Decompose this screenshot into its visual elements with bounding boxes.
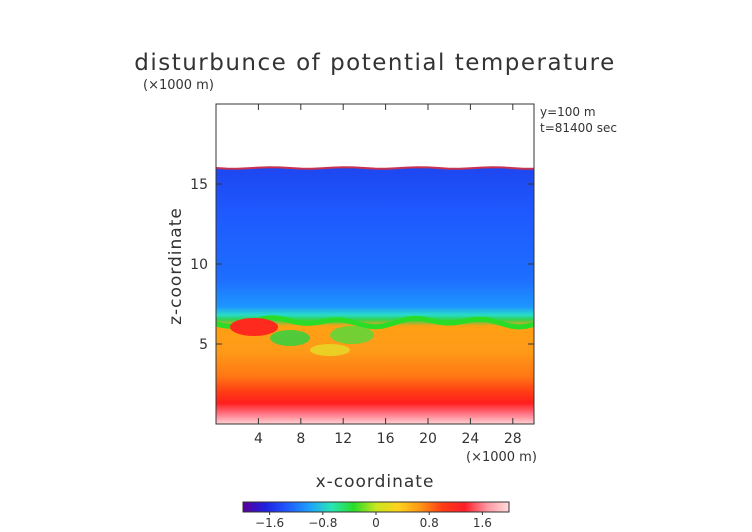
chart-title: disturbunce of potential temperature [134,50,616,76]
y-axis-label: z-coordinate [166,207,186,325]
y-tick-label: 10 [190,257,208,273]
x-tick-label: 28 [504,431,522,447]
colorbar-tick-label: 0 [372,516,380,530]
x-unit-label: (×1000 m) [466,450,537,465]
x-tick-label: 24 [461,431,479,447]
y-tick-label: 15 [190,177,208,193]
x-tick-label: 20 [419,431,437,447]
colorbar-tick-label: −0.8 [308,516,337,530]
plot-area [216,104,534,424]
x-tick-label: 12 [334,431,352,447]
field-green-blob-2 [330,326,374,344]
annotation-t: t=81400 sec [540,121,617,135]
x-tick-label: 8 [296,431,305,447]
colorbar-tick-label: 0.8 [420,516,439,530]
axis-ticks: 4 8 12 16 20 24 28 5 10 15 [190,104,534,447]
colorbar-tick-label: 1.6 [473,516,492,530]
field-boundary-layer-top [216,315,534,330]
x-tick-label: 16 [377,431,395,447]
x-axis-label: x-coordinate [316,472,435,492]
y-unit-label: (×1000 m) [143,78,214,93]
colorbar-ticks: −1.6 −0.8 0 0.8 1.6 [255,512,492,530]
y-tick-label: 5 [199,337,208,353]
x-tick-label: 4 [254,431,263,447]
colorbar-tick-label: −1.6 [255,516,284,530]
colorbar [242,501,510,513]
field-green-blob-1 [270,330,310,346]
field-warm-blob [230,318,278,336]
field-yellow-blob [310,344,350,356]
field-top-edge [216,166,534,170]
annotation-y: y=100 m [540,105,596,119]
field-body [216,167,534,424]
